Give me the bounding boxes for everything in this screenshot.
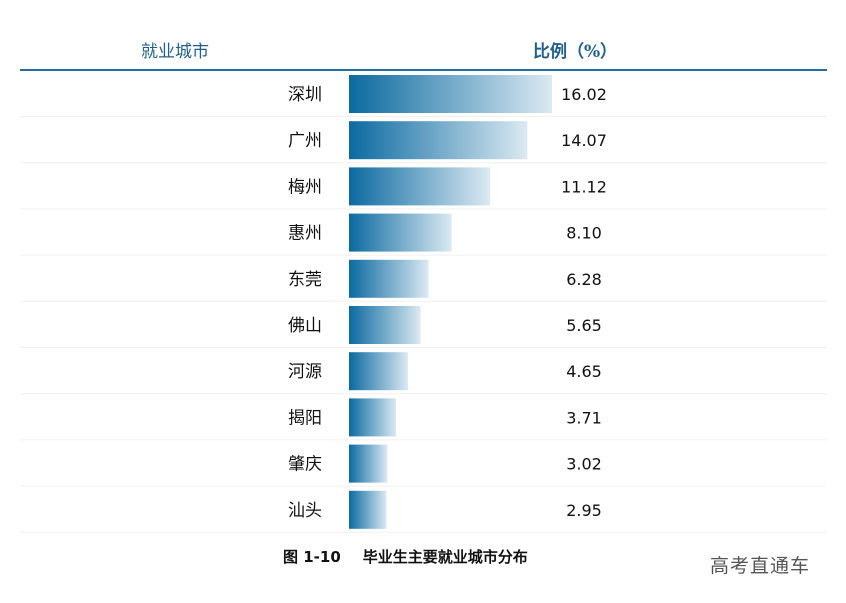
value-label: 8.10 bbox=[566, 224, 602, 243]
figure-caption: 图 1-10 毕业生主要就业城市分布 bbox=[283, 546, 550, 567]
bar bbox=[349, 121, 528, 160]
bar bbox=[349, 352, 408, 391]
category-label: 惠州 bbox=[288, 224, 322, 244]
value-label: 11.12 bbox=[561, 177, 607, 196]
category-label: 汕头 bbox=[288, 501, 322, 521]
bar bbox=[349, 444, 388, 483]
watermark-text: 高考直通车 bbox=[710, 555, 811, 577]
bar bbox=[349, 213, 452, 252]
value-label: 4.65 bbox=[566, 362, 602, 381]
category-label: 佛山 bbox=[288, 316, 322, 336]
bar bbox=[349, 167, 490, 206]
value-label: 6.28 bbox=[566, 270, 602, 289]
bar bbox=[349, 490, 387, 529]
category-label: 东莞 bbox=[288, 270, 322, 290]
category-label: 揭阳 bbox=[288, 408, 322, 428]
value-label: 16.02 bbox=[561, 85, 607, 104]
value-label: 5.65 bbox=[566, 316, 602, 335]
value-label: 2.95 bbox=[566, 501, 602, 520]
column-header-percent: 比例（%） bbox=[533, 42, 618, 62]
bar bbox=[349, 75, 552, 113]
bar bbox=[349, 398, 397, 437]
figure-number: 图 1-10 bbox=[283, 548, 341, 566]
category-label: 河源 bbox=[288, 362, 322, 382]
column-header-city: 就业城市 bbox=[141, 42, 209, 62]
category-label: 肇庆 bbox=[288, 455, 322, 475]
bar bbox=[349, 259, 429, 298]
bar bbox=[349, 306, 421, 344]
value-label: 14.07 bbox=[561, 131, 607, 150]
header-rule bbox=[20, 69, 827, 71]
category-label: 深圳 bbox=[288, 85, 322, 105]
figure-title: 毕业生主要就业城市分布 bbox=[362, 548, 528, 566]
category-label: 梅州 bbox=[288, 177, 322, 197]
value-label: 3.02 bbox=[566, 455, 602, 474]
value-label: 3.71 bbox=[566, 408, 602, 427]
category-label: 广州 bbox=[288, 131, 322, 151]
